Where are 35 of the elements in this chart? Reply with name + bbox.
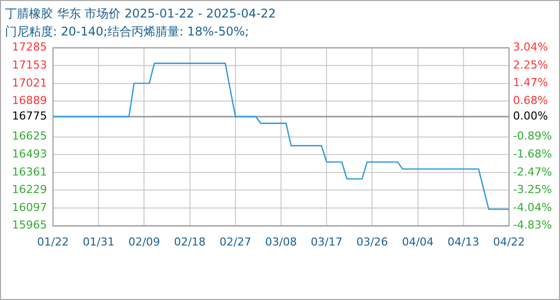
x-tick-label: 03/17 bbox=[310, 235, 342, 248]
y2-tick-label: -3.25% bbox=[513, 182, 552, 196]
y-tick-label: 16775 bbox=[12, 109, 47, 122]
y-tick-label: 17153 bbox=[12, 58, 47, 72]
y-tick-label: 16097 bbox=[12, 200, 47, 214]
x-tick-label: 02/27 bbox=[220, 235, 252, 248]
y2-tick-label: -1.68% bbox=[513, 147, 552, 160]
x-tick-label: 03/08 bbox=[265, 235, 297, 248]
y2-tick-label: -4.83% bbox=[513, 218, 552, 232]
y-tick-label: 16361 bbox=[12, 165, 47, 178]
x-tick-label: 02/18 bbox=[174, 235, 206, 248]
x-tick-label: 03/26 bbox=[356, 235, 388, 248]
y2-tick-label: 0.00% bbox=[513, 109, 548, 122]
x-tick-label: 04/04 bbox=[402, 235, 434, 248]
chart-title: 丁腈橡胶 华东 市场价 2025-01-22 - 2025-04-22 bbox=[5, 6, 276, 20]
x-tick-label: 01/22 bbox=[37, 235, 69, 248]
x-tick-label: 04/13 bbox=[448, 235, 480, 248]
x-tick-label: 04/22 bbox=[493, 235, 525, 248]
y-tick-label: 17285 bbox=[12, 40, 47, 54]
x-tick-label: 02/09 bbox=[128, 235, 160, 248]
y2-tick-label: 2.25% bbox=[513, 58, 548, 72]
y2-tick-label: 3.04% bbox=[513, 40, 548, 54]
y-tick-label: 16229 bbox=[12, 183, 47, 196]
y2-tick-label: 0.68% bbox=[513, 94, 548, 108]
y2-tick-label: 1.47% bbox=[513, 76, 548, 90]
y-tick-label: 16493 bbox=[12, 147, 47, 160]
chart-subtitle: 门尼粘度: 20-140;结合丙烯腈量: 18%-50%; bbox=[5, 24, 249, 39]
y2-tick-label: -4.04% bbox=[513, 200, 552, 214]
y-tick-label: 17021 bbox=[12, 76, 47, 90]
y2-tick-label: -0.89% bbox=[513, 130, 552, 143]
y-tick-label: 15965 bbox=[12, 218, 47, 232]
y-tick-label: 16889 bbox=[12, 94, 47, 108]
y2-tick-label: -2.47% bbox=[513, 165, 552, 178]
x-tick-label: 01/31 bbox=[82, 235, 114, 248]
y-tick-label: 16625 bbox=[12, 130, 47, 143]
